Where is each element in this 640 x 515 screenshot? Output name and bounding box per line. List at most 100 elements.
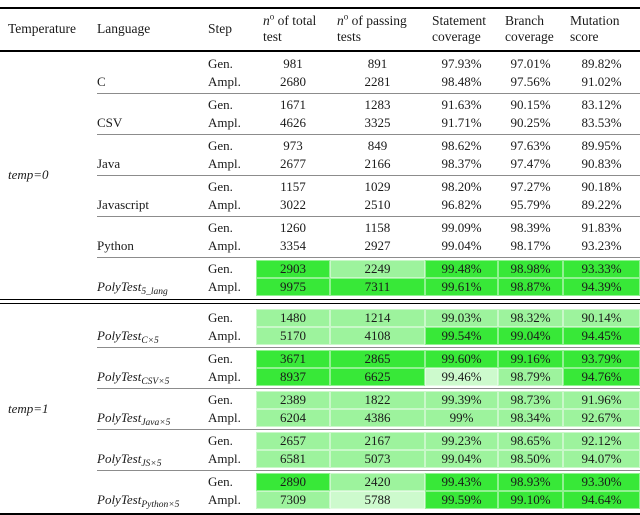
cell-statement-coverage: 98.48%: [441, 73, 482, 89]
cell-temperature-spacer: [0, 96, 97, 114]
cell-temperature-spacer: [0, 368, 97, 386]
cell-step: Gen.: [208, 309, 233, 325]
cell-passing-tests: 2167: [330, 431, 425, 450]
temp-label: temp=0: [8, 167, 49, 182]
cell-mutation-score: 90.18%: [581, 178, 622, 194]
cell-language: PolyTestCSV×5: [97, 368, 208, 387]
cell-statement-coverage: 91.71%: [441, 114, 482, 130]
cell-statement-coverage: 99.03%: [425, 308, 498, 327]
cell-total-tests: 3671: [256, 349, 330, 368]
col-header-text: Step: [208, 21, 233, 36]
cell-total-tests: 2657: [256, 431, 330, 450]
cell-temperature-spacer: [0, 409, 97, 427]
cell-temperature-spacer: [0, 327, 97, 345]
cell-language: PolyTestPython×5: [97, 491, 208, 510]
cell-language: [97, 309, 208, 327]
cell-statement-coverage: 98.62%: [441, 137, 482, 153]
cell-language: PolyTestJava×5: [97, 409, 208, 428]
temp-label: temp=1: [8, 400, 49, 416]
cell-mutation-score: 91.02%: [581, 73, 622, 89]
cell-branch-coverage: 95.79%: [510, 196, 551, 212]
table-row: Gen. 2890 2420 99.43% 98.93% 93.30%: [0, 472, 640, 491]
cell-total-tests: 1260: [280, 219, 306, 235]
cell-step: Ampl.: [208, 196, 241, 212]
cell-total-tests: 1480: [256, 308, 330, 327]
cell-step: Ampl.: [208, 114, 241, 130]
cell-branch-coverage: 98.87%: [498, 277, 563, 296]
cell-total-tests: 3022: [280, 196, 306, 212]
cell-mutation-score: 91.96%: [563, 390, 640, 409]
cell-step: Ampl.: [208, 237, 241, 253]
cell-step: Ampl.: [208, 155, 241, 171]
table-row: Gen. 2389 1822 99.39% 98.73% 91.96%: [0, 390, 640, 409]
superscript-o: o: [343, 11, 349, 22]
cell-mutation-score: 89.82%: [581, 55, 622, 71]
cell-temperature-spacer: [0, 237, 97, 255]
table-body: temp=0 Gen. 981 891 97.93% 97.01% 89.82% C Ampl.…: [0, 52, 640, 511]
cell-passing-tests: 2281: [364, 73, 391, 89]
cell-mutation-score: 92.67%: [563, 408, 640, 427]
cell-total-tests: 2680: [280, 73, 306, 89]
cell-temperature-spacer: [0, 473, 97, 491]
temperature-section: temp=1 Gen. 1480 1214 99.03% 98.32% 90.14% Poly…: [0, 306, 640, 511]
cell-statement-coverage: 99.46%: [425, 367, 498, 386]
cell-temperature-spacer: [0, 450, 97, 468]
language-group: Gen. 981 891 97.93% 97.01% 89.82% C Ampl. 2680 22…: [0, 52, 640, 93]
cell-language: Javascript: [97, 196, 149, 212]
col-header-mutation: Mutation score: [563, 13, 640, 45]
cell-passing-tests: 2166: [364, 155, 391, 171]
cell-mutation-score: 92.12%: [563, 431, 640, 450]
table-row: PolyTest5_lang Ampl. 9975 7311 99.61% 98.87% 9…: [0, 277, 640, 297]
language-group: Gen. 2890 2420 99.43% 98.93% 93.30% PolyTestPy…: [0, 469, 640, 511]
cell-step: Gen.: [208, 219, 233, 235]
cell-mutation-score: 94.45%: [563, 326, 640, 345]
cell-branch-coverage: 98.79%: [498, 367, 563, 386]
cell-passing-tests: 4108: [330, 326, 425, 345]
language-group: Gen. 2657 2167 99.23% 98.65% 92.12% PolyTestJS…: [0, 428, 640, 470]
cell-passing-tests: 2249: [330, 259, 425, 278]
table-top-rule: [0, 7, 640, 9]
cell-mutation-score: 93.79%: [563, 349, 640, 368]
cell-total-tests: 3354: [280, 237, 306, 253]
cell-passing-tests: 1822: [330, 390, 425, 409]
language-group: Gen. 1480 1214 99.03% 98.32% 90.14% PolyTestC×…: [0, 306, 640, 347]
cell-mutation-score: 93.30%: [563, 472, 640, 491]
cell-statement-coverage: 99.59%: [425, 490, 498, 509]
col-header-text: Temperature: [8, 21, 77, 36]
language-name: PolyTest: [97, 278, 142, 294]
cell-language: [97, 137, 208, 155]
cell-language: Python: [97, 237, 134, 253]
cell-mutation-score: 93.23%: [581, 237, 622, 253]
cell-language: Java: [97, 155, 121, 171]
cell-mutation-score: 83.53%: [581, 114, 622, 130]
cell-language: [97, 473, 208, 491]
cell-branch-coverage: 98.73%: [498, 390, 563, 409]
cell-branch-coverage: 98.17%: [510, 237, 551, 253]
cell-passing-tests: 6625: [330, 367, 425, 386]
cell-branch-coverage: 99.16%: [498, 349, 563, 368]
cell-passing-tests: 7311: [330, 277, 425, 296]
cell-passing-tests: 2865: [330, 349, 425, 368]
language-group: Gen. 1671 1283 91.63% 90.15% 83.12% CSV Ampl. 46…: [0, 92, 640, 134]
cell-mutation-score: 94.76%: [563, 367, 640, 386]
table-bottom-rule: [0, 513, 640, 515]
cell-passing-tests: 849: [367, 137, 388, 153]
cell-step: Gen.: [208, 178, 233, 194]
cell-passing-tests: 1214: [330, 308, 425, 327]
italic-n: n: [263, 13, 270, 28]
cell-temperature-spacer: [0, 432, 97, 450]
cell-language: C: [97, 73, 106, 89]
cell-total-tests: 1157: [280, 178, 306, 194]
cell-statement-coverage: 91.63%: [441, 96, 482, 112]
cell-mutation-score: 94.64%: [563, 490, 640, 509]
cell-statement-coverage: 99.54%: [425, 326, 498, 345]
italic-n: n: [337, 13, 344, 28]
cell-statement-coverage: 99.23%: [425, 431, 498, 450]
cell-passing-tests: 2927: [364, 237, 391, 253]
cell-total-tests: 2389: [256, 390, 330, 409]
section-divider-double-rule: [0, 299, 640, 304]
cell-mutation-score: 90.83%: [581, 155, 622, 171]
table-row: C Ampl. 2680 2281 98.48% 97.56% 91.02%: [0, 73, 640, 91]
cell-mutation-score: 93.33%: [563, 259, 640, 278]
cell-language: [97, 178, 208, 196]
